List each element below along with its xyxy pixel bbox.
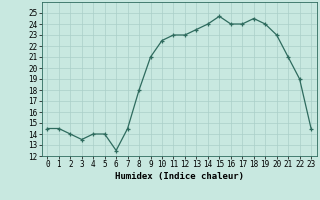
X-axis label: Humidex (Indice chaleur): Humidex (Indice chaleur) bbox=[115, 172, 244, 181]
